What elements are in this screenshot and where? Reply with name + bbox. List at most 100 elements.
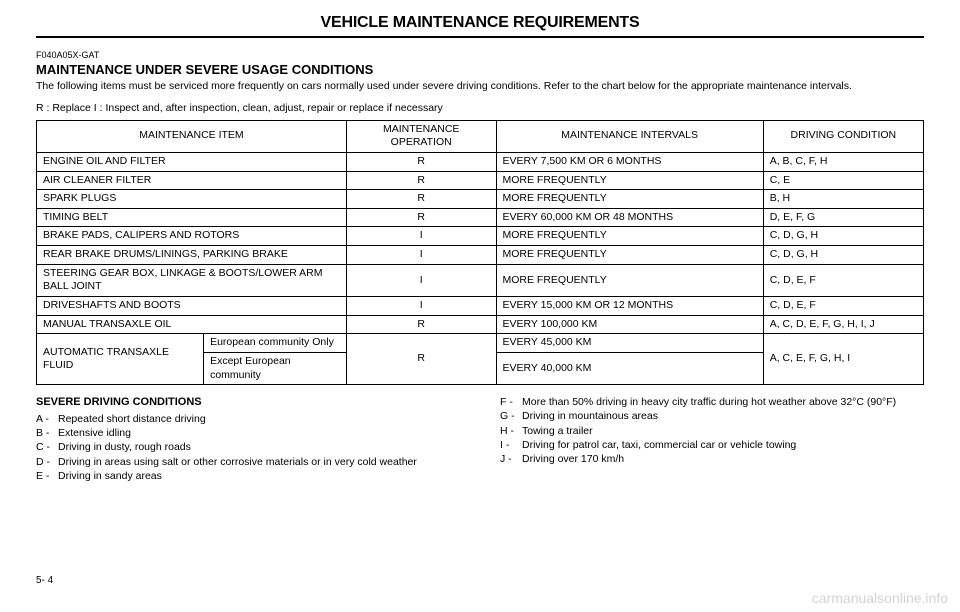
- cond-item: H -Towing a trailer: [500, 424, 924, 438]
- cond-item: D -Driving in areas using salt or other …: [36, 455, 460, 469]
- cell-int: MORE FREQUENTLY: [496, 264, 763, 296]
- table-row: MANUAL TRANSAXLE OIL R EVERY 100,000 KM …: [37, 315, 924, 334]
- cell-item: BRAKE PADS, CALIPERS AND ROTORS: [37, 227, 347, 246]
- cell-int: EVERY 45,000 KM: [496, 334, 763, 353]
- cell-cond: C, D, G, H: [763, 227, 923, 246]
- cond-item: G -Driving in mountainous areas: [500, 409, 924, 423]
- page-title: VEHICLE MAINTENANCE REQUIREMENTS: [36, 14, 924, 32]
- cond-item: F -More than 50% driving in heavy city t…: [500, 395, 924, 409]
- section-title: MAINTENANCE UNDER SEVERE USAGE CONDITION…: [36, 62, 924, 77]
- table-header-row: MAINTENANCE ITEM MAINTENANCE OPERATION M…: [37, 120, 924, 152]
- cell-int: MORE FREQUENTLY: [496, 246, 763, 265]
- cond-label: C -: [36, 440, 58, 454]
- cell-int: MORE FREQUENTLY: [496, 227, 763, 246]
- cond-item: E -Driving in sandy areas: [36, 469, 460, 483]
- cell-cond: C, D, E, F: [763, 264, 923, 296]
- cell-cond: C, E: [763, 171, 923, 190]
- cond-text: Driving in dusty, rough roads: [58, 440, 460, 454]
- cond-text: Extensive idling: [58, 426, 460, 440]
- cond-text: Towing a trailer: [522, 424, 924, 438]
- cond-item: C -Driving in dusty, rough roads: [36, 440, 460, 454]
- cell-cond: B, H: [763, 190, 923, 209]
- cell-cond: A, C, E, F, G, H, I: [763, 334, 923, 385]
- header-item: MAINTENANCE ITEM: [37, 120, 347, 152]
- conditions-block: SEVERE DRIVING CONDITIONS A -Repeated sh…: [36, 395, 924, 483]
- conditions-left: SEVERE DRIVING CONDITIONS A -Repeated sh…: [36, 395, 460, 483]
- table-row: REAR BRAKE DRUMS/LININGS, PARKING BRAKE …: [37, 246, 924, 265]
- cell-item: MANUAL TRANSAXLE OIL: [37, 315, 347, 334]
- cond-label: D -: [36, 455, 58, 469]
- cell-item: TIMING BELT: [37, 208, 347, 227]
- cond-text: Driving in areas using salt or other cor…: [58, 455, 460, 469]
- cell-int: EVERY 60,000 KM OR 48 MONTHS: [496, 208, 763, 227]
- cond-label: F -: [500, 395, 522, 409]
- cond-label: J -: [500, 452, 522, 466]
- header-cond: DRIVING CONDITION: [763, 120, 923, 152]
- cond-item: J -Driving over 170 km/h: [500, 452, 924, 466]
- table-row: AIR CLEANER FILTER R MORE FREQUENTLY C, …: [37, 171, 924, 190]
- conditions-title: SEVERE DRIVING CONDITIONS: [36, 395, 460, 410]
- intro-text: The following items must be serviced mor…: [36, 80, 924, 94]
- cell-cond: C, D, G, H: [763, 246, 923, 265]
- cell-cond: C, D, E, F: [763, 297, 923, 316]
- cond-text: Driving for patrol car, taxi, commercial…: [522, 438, 924, 452]
- table-row: AUTOMATIC TRANSAXLE FLUID European commu…: [37, 334, 924, 353]
- cell-item: ENGINE OIL AND FILTER: [37, 152, 347, 171]
- page-number: 5- 4: [36, 575, 53, 586]
- cell-op: R: [346, 208, 496, 227]
- cell-cond: D, E, F, G: [763, 208, 923, 227]
- cell-sub: Except European community: [204, 352, 347, 384]
- divider: [36, 36, 924, 38]
- header-op: MAINTENANCE OPERATION: [346, 120, 496, 152]
- cond-text: More than 50% driving in heavy city traf…: [522, 395, 924, 409]
- cell-op: I: [346, 264, 496, 296]
- cond-item: B -Extensive idling: [36, 426, 460, 440]
- cell-cond: A, B, C, F, H: [763, 152, 923, 171]
- cond-text: Repeated short distance driving: [58, 412, 460, 426]
- cell-op: I: [346, 227, 496, 246]
- cell-item: REAR BRAKE DRUMS/LININGS, PARKING BRAKE: [37, 246, 347, 265]
- cell-sub: European community Only: [204, 334, 347, 353]
- cell-op: R: [346, 334, 496, 385]
- table-row: STEERING GEAR BOX, LINKAGE & BOOTS/LOWER…: [37, 264, 924, 296]
- page-root: VEHICLE MAINTENANCE REQUIREMENTS F040A05…: [0, 0, 960, 483]
- cell-op: I: [346, 246, 496, 265]
- cond-label: A -: [36, 412, 58, 426]
- conditions-right: F -More than 50% driving in heavy city t…: [500, 395, 924, 483]
- cell-op: R: [346, 315, 496, 334]
- cell-item: STEERING GEAR BOX, LINKAGE & BOOTS/LOWER…: [37, 264, 347, 296]
- cell-item: SPARK PLUGS: [37, 190, 347, 209]
- table-row: DRIVESHAFTS AND BOOTS I EVERY 15,000 KM …: [37, 297, 924, 316]
- cond-label: B -: [36, 426, 58, 440]
- cell-item: AUTOMATIC TRANSAXLE FLUID: [37, 334, 204, 385]
- legend-text: R : Replace I : Inspect and, after inspe…: [36, 102, 924, 114]
- watermark: carmanualsonline.info: [812, 590, 948, 606]
- cell-int: EVERY 7,500 KM OR 6 MONTHS: [496, 152, 763, 171]
- cell-int: MORE FREQUENTLY: [496, 171, 763, 190]
- cell-op: I: [346, 297, 496, 316]
- cell-item: AIR CLEANER FILTER: [37, 171, 347, 190]
- cell-int: EVERY 15,000 KM OR 12 MONTHS: [496, 297, 763, 316]
- cond-label: I -: [500, 438, 522, 452]
- table-row: SPARK PLUGS R MORE FREQUENTLY B, H: [37, 190, 924, 209]
- table-row: BRAKE PADS, CALIPERS AND ROTORS I MORE F…: [37, 227, 924, 246]
- maintenance-table: MAINTENANCE ITEM MAINTENANCE OPERATION M…: [36, 120, 924, 386]
- cond-label: G -: [500, 409, 522, 423]
- cond-text: Driving in sandy areas: [58, 469, 460, 483]
- doc-code: F040A05X-GAT: [36, 50, 924, 60]
- cell-op: R: [346, 190, 496, 209]
- cell-op: R: [346, 152, 496, 171]
- header-int: MAINTENANCE INTERVALS: [496, 120, 763, 152]
- cell-int: EVERY 40,000 KM: [496, 352, 763, 384]
- cond-item: I -Driving for patrol car, taxi, commerc…: [500, 438, 924, 452]
- cell-int: MORE FREQUENTLY: [496, 190, 763, 209]
- cell-item: DRIVESHAFTS AND BOOTS: [37, 297, 347, 316]
- table-row: TIMING BELT R EVERY 60,000 KM OR 48 MONT…: [37, 208, 924, 227]
- cell-cond: A, C, D, E, F, G, H, I, J: [763, 315, 923, 334]
- table-row: ENGINE OIL AND FILTER R EVERY 7,500 KM O…: [37, 152, 924, 171]
- cell-int: EVERY 100,000 KM: [496, 315, 763, 334]
- cell-op: R: [346, 171, 496, 190]
- cond-text: Driving over 170 km/h: [522, 452, 924, 466]
- cond-item: A -Repeated short distance driving: [36, 412, 460, 426]
- cond-text: Driving in mountainous areas: [522, 409, 924, 423]
